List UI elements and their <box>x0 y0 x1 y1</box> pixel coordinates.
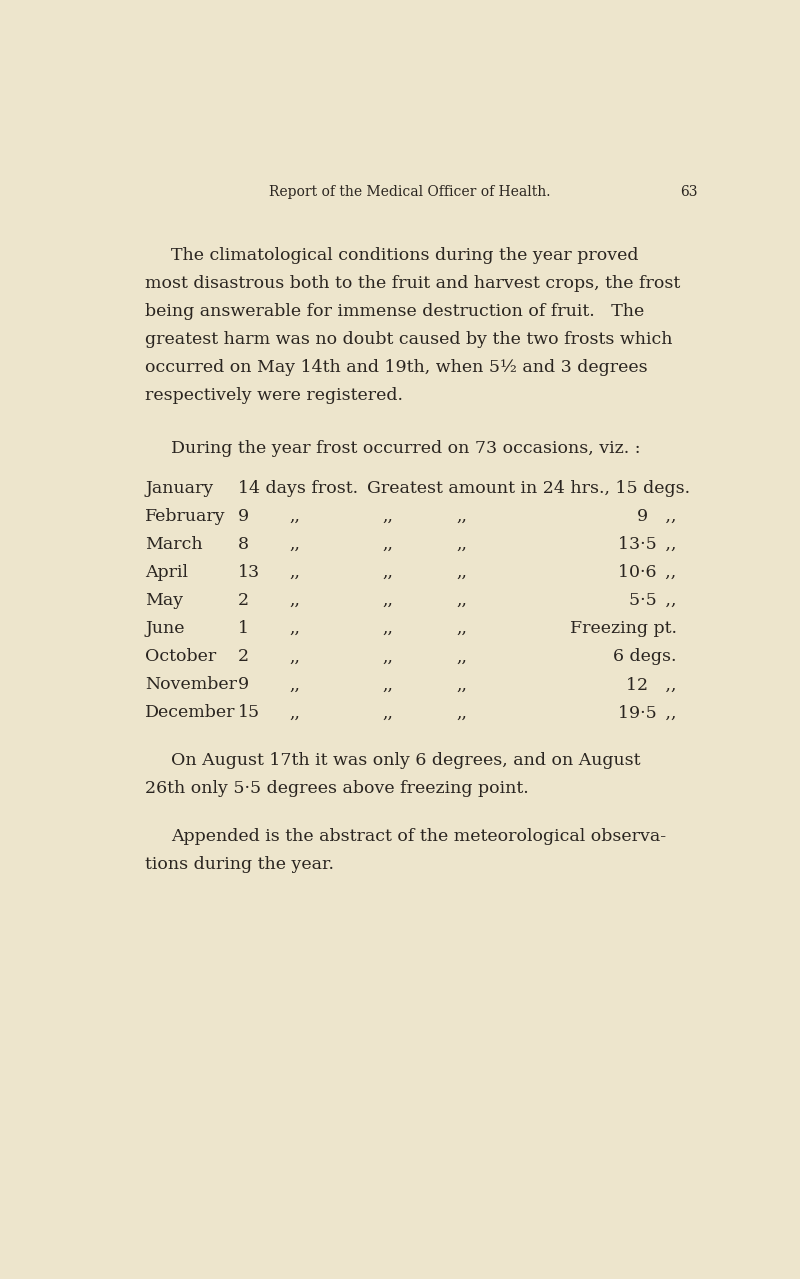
Text: May: May <box>146 592 183 609</box>
Text: greatest harm was no doubt caused by the two frosts which: greatest harm was no doubt caused by the… <box>146 331 673 348</box>
Text: 63: 63 <box>680 185 698 200</box>
Text: ,,: ,, <box>289 592 300 609</box>
Text: November: November <box>146 677 238 693</box>
Text: During the year frost occurred on 73 occasions, viz. :: During the year frost occurred on 73 occ… <box>171 440 641 457</box>
Text: being answerable for immense destruction of fruit.   The: being answerable for immense destruction… <box>146 303 645 320</box>
Text: ,,: ,, <box>457 536 467 553</box>
Text: most disastrous both to the fruit and harvest crops, the frost: most disastrous both to the fruit and ha… <box>146 275 681 292</box>
Text: 2: 2 <box>238 592 249 609</box>
Text: ,,: ,, <box>382 536 393 553</box>
Text: ,,: ,, <box>382 564 393 581</box>
Text: 12 ,,: 12 ,, <box>626 677 677 693</box>
Text: 10·6 ,,: 10·6 ,, <box>618 564 677 581</box>
Text: tions during the year.: tions during the year. <box>146 856 334 874</box>
Text: 5·5 ,,: 5·5 ,, <box>629 592 677 609</box>
Text: March: March <box>146 536 203 553</box>
Text: 19·5 ,,: 19·5 ,, <box>618 705 677 721</box>
Text: Appended is the abstract of the meteorological observa-: Appended is the abstract of the meteorol… <box>171 828 666 845</box>
Text: Freezing pt.: Freezing pt. <box>570 620 677 637</box>
Text: ,,: ,, <box>382 592 393 609</box>
Text: ,,: ,, <box>289 677 300 693</box>
Text: 8: 8 <box>238 536 249 553</box>
Text: ,,: ,, <box>457 648 467 665</box>
Text: ,,: ,, <box>289 705 300 721</box>
Text: ,,: ,, <box>382 705 393 721</box>
Text: The climatological conditions during the year proved: The climatological conditions during the… <box>171 247 638 263</box>
Text: ,,: ,, <box>289 648 300 665</box>
Text: ,,: ,, <box>289 620 300 637</box>
Text: 9: 9 <box>238 508 249 524</box>
Text: ,,: ,, <box>457 677 467 693</box>
Text: On August 17th it was only 6 degrees, and on August: On August 17th it was only 6 degrees, an… <box>171 752 641 769</box>
Text: 14 days frost.: 14 days frost. <box>238 480 358 498</box>
Text: ,,: ,, <box>457 592 467 609</box>
Text: ,,: ,, <box>382 620 393 637</box>
Text: ,,: ,, <box>457 620 467 637</box>
Text: Greatest amount in 24 hrs., 15 degs.: Greatest amount in 24 hrs., 15 degs. <box>366 480 690 498</box>
Text: 26th only 5·5 degrees above freezing point.: 26th only 5·5 degrees above freezing poi… <box>146 780 529 797</box>
Text: 15: 15 <box>238 705 260 721</box>
Text: 9 ,,: 9 ,, <box>637 508 677 524</box>
Text: 9: 9 <box>238 677 249 693</box>
Text: ,,: ,, <box>457 508 467 524</box>
Text: ,,: ,, <box>289 536 300 553</box>
Text: ,,: ,, <box>289 564 300 581</box>
Text: 6 degs.: 6 degs. <box>613 648 677 665</box>
Text: ,,: ,, <box>382 508 393 524</box>
Text: 2: 2 <box>238 648 249 665</box>
Text: December: December <box>146 705 236 721</box>
Text: Report of the Medical Officer of Health.: Report of the Medical Officer of Health. <box>270 185 550 200</box>
Text: February: February <box>146 508 226 524</box>
Text: 13: 13 <box>238 564 260 581</box>
Text: January: January <box>146 480 214 498</box>
Text: June: June <box>146 620 185 637</box>
Text: respectively were registered.: respectively were registered. <box>146 388 403 404</box>
Text: ,,: ,, <box>457 705 467 721</box>
Text: October: October <box>146 648 217 665</box>
Text: ,,: ,, <box>382 677 393 693</box>
Text: ,,: ,, <box>382 648 393 665</box>
Text: ,,: ,, <box>457 564 467 581</box>
Text: April: April <box>146 564 188 581</box>
Text: 1: 1 <box>238 620 249 637</box>
Text: ,,: ,, <box>289 508 300 524</box>
Text: 13·5 ,,: 13·5 ,, <box>618 536 677 553</box>
Text: occurred on May 14th and 19th, when 5½ and 3 degrees: occurred on May 14th and 19th, when 5½ a… <box>146 359 648 376</box>
